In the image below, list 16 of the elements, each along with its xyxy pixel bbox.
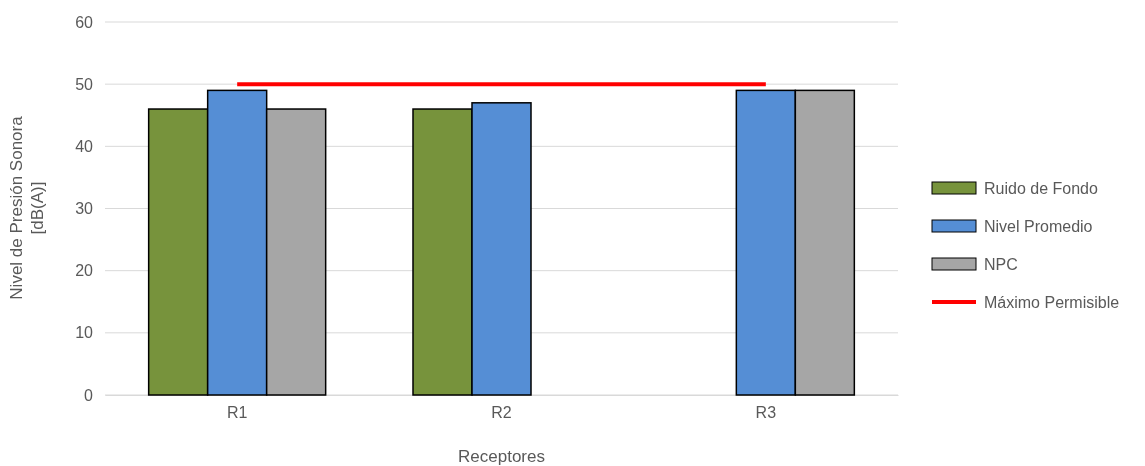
y-tick-label: 60 [75, 13, 94, 31]
y-tick-label: 30 [75, 200, 94, 218]
legend-label: Máximo Permisible [984, 294, 1120, 311]
y-axis-title: Nivel de Presión Sonora [dB(A)] [7, 115, 47, 300]
legend-label: Ruido de Fondo [984, 180, 1098, 197]
y-tick-label: 0 [84, 386, 94, 404]
x-tick-label: R3 [755, 404, 777, 422]
y-tick-label: 40 [75, 137, 94, 155]
y-tick-label: 20 [75, 262, 94, 280]
y-tick-label: 50 [75, 75, 94, 93]
x-tick-label: R2 [491, 404, 512, 422]
legend-label: Nivel Promedio [984, 218, 1093, 235]
x-tick-label: R1 [226, 404, 248, 422]
legend-label: NPC [984, 256, 1018, 273]
y-tick-label: 10 [75, 324, 94, 342]
x-axis-title: Receptores [458, 447, 545, 466]
